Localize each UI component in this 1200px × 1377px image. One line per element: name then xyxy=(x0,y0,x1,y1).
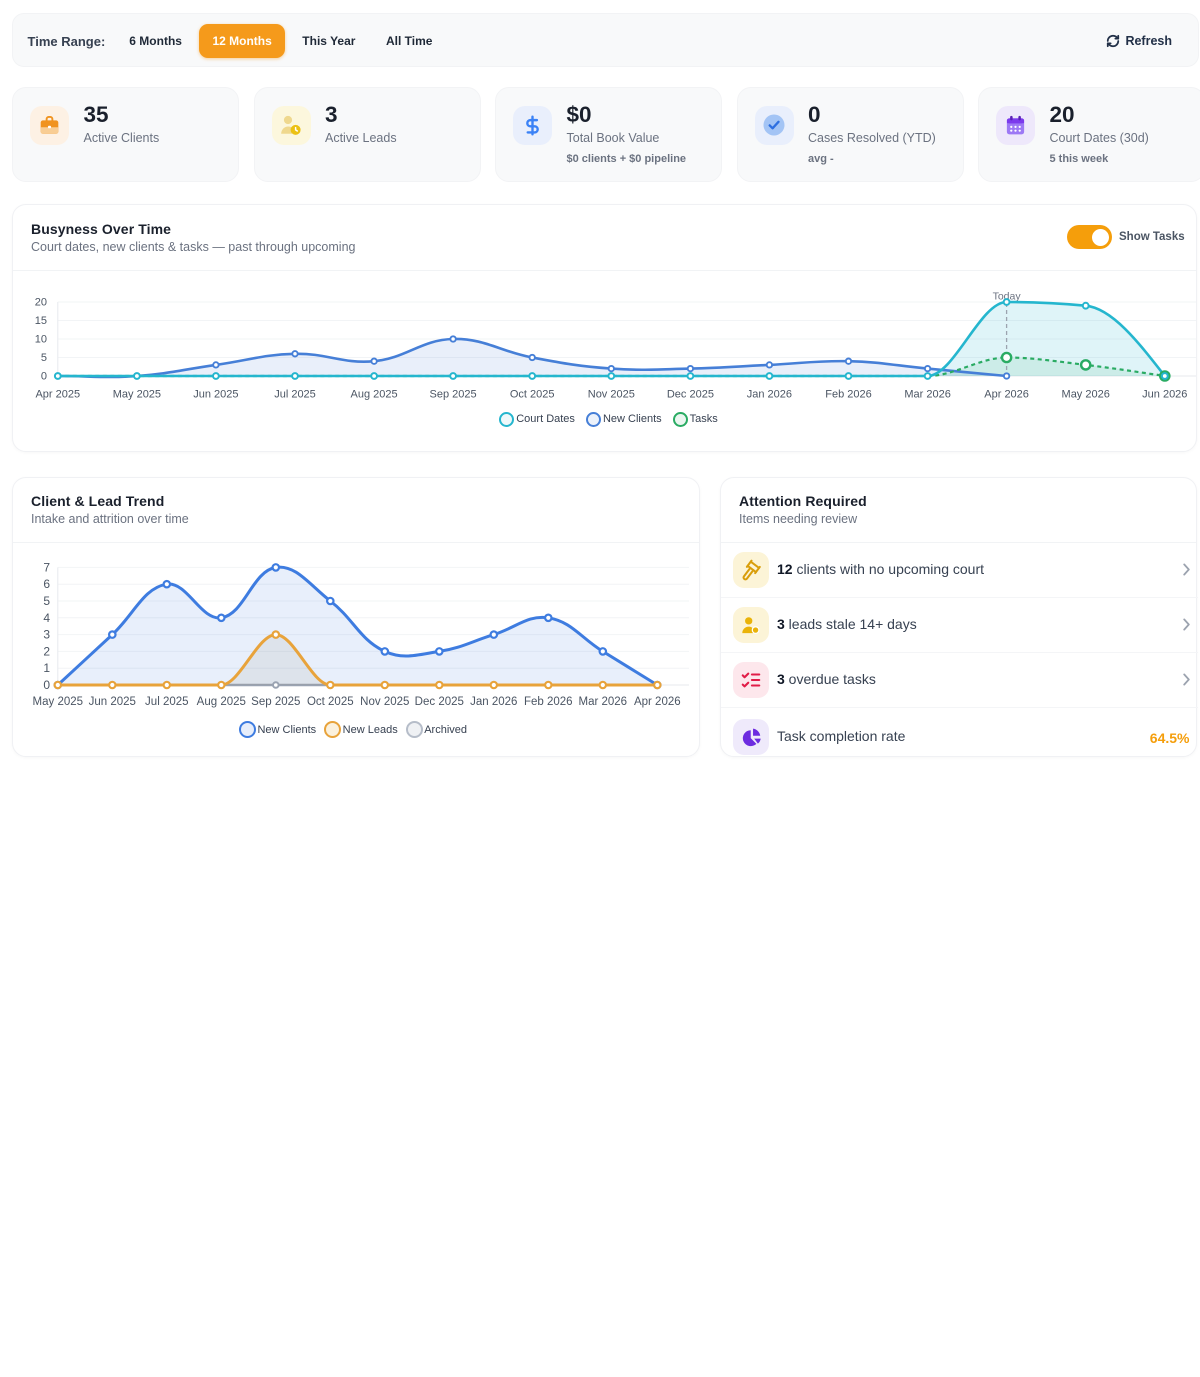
svg-text:6: 6 xyxy=(43,577,50,591)
svg-text:5: 5 xyxy=(41,352,47,364)
svg-text:Apr 2025: Apr 2025 xyxy=(35,389,80,401)
svg-text:Jul 2025: Jul 2025 xyxy=(145,696,188,708)
svg-text:Mar 2026: Mar 2026 xyxy=(579,696,628,708)
svg-text:2: 2 xyxy=(43,644,50,658)
svg-text:0: 0 xyxy=(43,678,50,692)
svg-text:3: 3 xyxy=(43,628,50,642)
svg-text:Oct 2025: Oct 2025 xyxy=(307,696,354,708)
svg-text:Mar 2026: Mar 2026 xyxy=(904,389,950,401)
svg-text:Sep 2025: Sep 2025 xyxy=(251,696,300,708)
svg-text:20: 20 xyxy=(35,297,47,309)
svg-text:5: 5 xyxy=(43,594,50,608)
svg-text:Oct 2025: Oct 2025 xyxy=(510,389,555,401)
svg-text:Jun 2025: Jun 2025 xyxy=(89,696,136,708)
svg-text:May 2025: May 2025 xyxy=(113,389,161,401)
svg-text:Jan 2026: Jan 2026 xyxy=(470,696,517,708)
svg-text:May 2026: May 2026 xyxy=(1062,389,1110,401)
svg-text:Sep 2025: Sep 2025 xyxy=(430,389,477,401)
svg-text:Jun 2025: Jun 2025 xyxy=(193,389,238,401)
svg-text:Jun 2026: Jun 2026 xyxy=(1142,389,1187,401)
svg-text:7: 7 xyxy=(43,560,50,574)
svg-text:Nov 2025: Nov 2025 xyxy=(588,389,635,401)
svg-text:Nov 2025: Nov 2025 xyxy=(360,696,409,708)
svg-text:Dec 2025: Dec 2025 xyxy=(667,389,714,401)
svg-text:Aug 2025: Aug 2025 xyxy=(351,389,398,401)
svg-text:Apr 2026: Apr 2026 xyxy=(984,389,1029,401)
svg-text:4: 4 xyxy=(43,611,50,625)
svg-text:Jul 2025: Jul 2025 xyxy=(274,389,316,401)
svg-text:Today: Today xyxy=(993,291,1022,303)
svg-text:Aug 2025: Aug 2025 xyxy=(197,696,246,708)
svg-text:Dec 2025: Dec 2025 xyxy=(415,696,464,708)
svg-text:Feb 2026: Feb 2026 xyxy=(524,696,573,708)
svg-text:May 2025: May 2025 xyxy=(33,696,84,708)
svg-text:Feb 2026: Feb 2026 xyxy=(825,389,871,401)
svg-text:Apr 2026: Apr 2026 xyxy=(634,696,681,708)
svg-text:0: 0 xyxy=(41,371,47,383)
svg-text:15: 15 xyxy=(35,315,47,327)
svg-text:Jan 2026: Jan 2026 xyxy=(747,389,792,401)
svg-text:1: 1 xyxy=(43,661,50,675)
svg-text:10: 10 xyxy=(35,334,47,346)
